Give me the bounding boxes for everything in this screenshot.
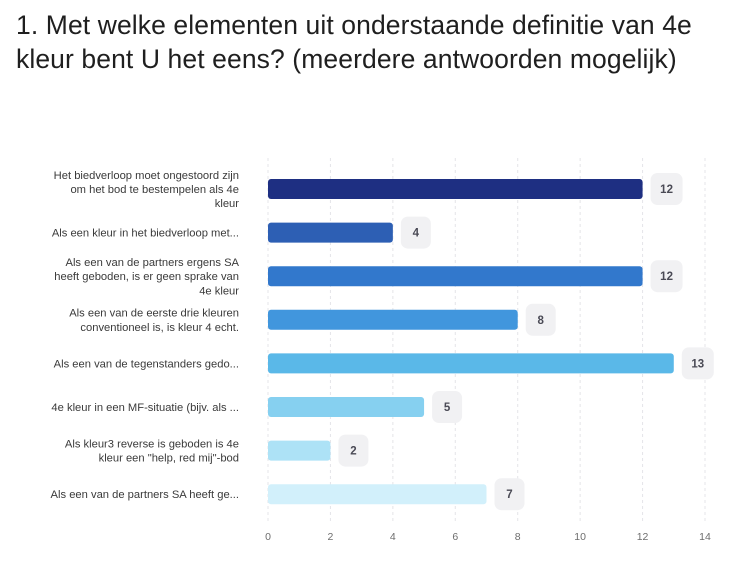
bars: [268, 179, 674, 505]
category-label: Als een van de tegenstanders gedo...: [54, 358, 239, 370]
value-badge: [338, 434, 369, 467]
bar[interactable]: [268, 397, 425, 417]
x-axis-ticks: 0 2 4 6 8 10 12 14: [265, 531, 711, 543]
x-tick-label: 10: [574, 531, 586, 543]
category-label-line: Als een kleur in het biedverloop met...: [52, 228, 239, 240]
value-label: 2: [350, 446, 356, 458]
question-title: 1. Met welke elementen uit onderstaande …: [16, 10, 692, 74]
value-label: 8: [538, 315, 545, 327]
x-tick-label: 4: [390, 531, 396, 543]
x-tick-label: 14: [699, 531, 711, 543]
category-label: Als een van de partners SA heeft ge...: [51, 489, 239, 501]
category-label-line: Als kleur3 reverse is geboden is 4e: [65, 439, 239, 451]
value-label: 4: [413, 228, 420, 240]
category-label-line: Als een van de partners SA heeft ge...: [51, 489, 239, 501]
x-tick-label: 6: [452, 531, 458, 543]
value-label: 12: [660, 184, 673, 196]
value-badge: [400, 216, 431, 249]
category-label-line: kleur een "help, red mij"-bod: [99, 453, 239, 465]
value-badge: [432, 391, 463, 423]
bar[interactable]: [268, 222, 393, 243]
value-label: 5: [444, 402, 451, 414]
category-label: Als kleur3 reverse is geboden is 4e kleur…: [65, 439, 239, 465]
category-label-line: conventioneel is, is kleur 4 echt.: [80, 322, 239, 334]
value-label: 7: [506, 489, 512, 501]
value-label: 13: [691, 358, 704, 370]
value-label: 12: [660, 271, 673, 283]
category-label-line: Als een van de eerste drie kleuren: [69, 308, 239, 320]
category-label: Als een van de eerste drie kleuren conven…: [69, 308, 239, 334]
bar[interactable]: [268, 353, 674, 374]
value-badge: [650, 260, 683, 293]
value-badge: [650, 173, 683, 205]
category-label-line: heeft geboden, is er geen sprake van: [54, 271, 239, 283]
category-label: 4e kleur in een MF-situatie (bijv. als .…: [51, 402, 239, 414]
value-badge: [681, 347, 714, 380]
bar[interactable]: [268, 266, 643, 287]
x-tick-label: 12: [637, 531, 649, 543]
category-labels: Het biedverloop moet ongestoord zijn om h…: [51, 170, 240, 501]
gridlines: [267, 158, 706, 523]
category-label: Als een van de partners ergens SA heeft g…: [54, 257, 239, 297]
bar[interactable]: [268, 484, 487, 505]
category-label-line: om het bod te bestempelen als 4e: [70, 184, 239, 196]
category-label-line: Als een van de tegenstanders gedo...: [54, 358, 239, 370]
category-label-line: kleur: [215, 198, 240, 210]
bar[interactable]: [268, 179, 643, 199]
category-label-line: 4e kleur: [199, 285, 239, 297]
category-label-line: Als een van de partners ergens SA: [65, 257, 239, 269]
category-label-line: Het biedverloop moet ongestoord zijn: [54, 170, 239, 182]
bar[interactable]: [268, 440, 331, 461]
category-label-line: 4e kleur in een MF-situatie (bijv. als .…: [51, 402, 239, 414]
value-badge: [494, 478, 525, 511]
value-labels: 12 4 12 8 13 5 2 7: [338, 173, 714, 511]
value-badge: [525, 303, 556, 336]
x-tick-label: 0: [265, 531, 271, 543]
bar[interactable]: [268, 309, 518, 330]
x-tick-label: 2: [328, 531, 334, 543]
x-tick-label: 8: [515, 531, 521, 543]
category-label: Als een kleur in het biedverloop met...: [52, 228, 239, 240]
category-label: Het biedverloop moet ongestoord zijn om h…: [54, 170, 240, 210]
